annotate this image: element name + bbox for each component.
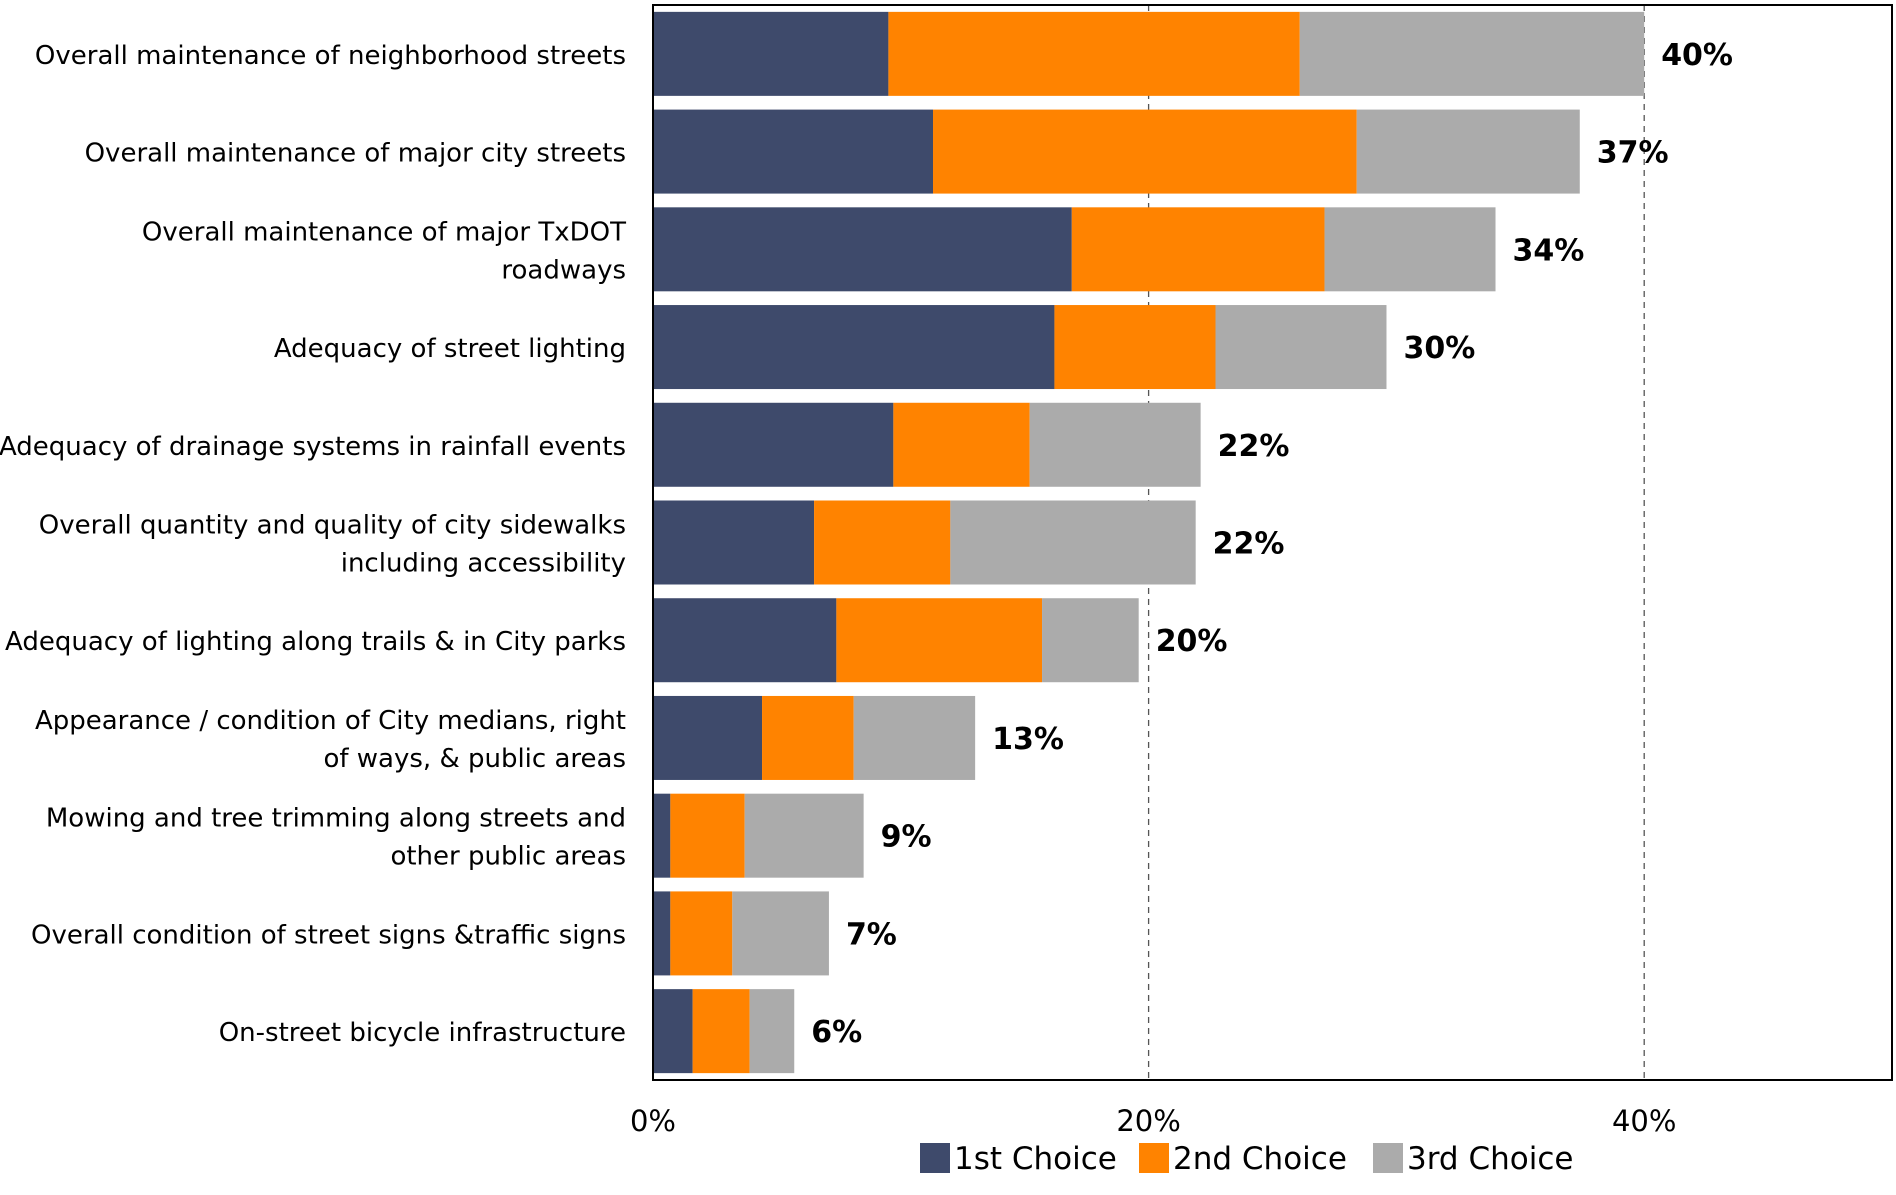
bar-segment-7-1	[762, 695, 854, 780]
value-label-5: 22%	[1213, 527, 1285, 562]
category-label-2-line-0: Overall maintenance of major TxDOT	[142, 217, 626, 247]
bar-segment-0-1	[888, 11, 1300, 96]
value-label-2: 34%	[1513, 233, 1585, 268]
plot-frame	[652, 4, 1893, 1081]
legend-swatch-2	[1373, 1143, 1403, 1173]
bar-segment-9-0	[653, 891, 671, 976]
value-label-3: 30%	[1403, 331, 1475, 366]
value-label-6: 20%	[1156, 624, 1228, 659]
category-label-3: Adequacy of street lighting	[274, 334, 626, 364]
category-label-0: Overall maintenance of neighborhood stre…	[35, 41, 626, 71]
value-label-8: 9%	[881, 820, 932, 855]
bar-segment-2-1	[1071, 207, 1325, 292]
bar-segment-2-0	[653, 207, 1072, 292]
value-label-9: 7%	[846, 917, 897, 952]
bar-segment-4-1	[893, 402, 1030, 487]
bar-segment-5-2	[950, 500, 1196, 585]
bar-segment-2-2	[1324, 207, 1496, 292]
x-tick-label-2: 40%	[1612, 1104, 1676, 1138]
bar-segment-7-2	[853, 695, 976, 780]
bar-segment-6-2	[1042, 598, 1139, 683]
bar-segment-3-1	[1054, 305, 1216, 390]
bar-segment-9-1	[670, 891, 733, 976]
category-label-5-line-0: Overall quantity and quality of city sid…	[39, 511, 626, 541]
legend-label-0: 1st Choice	[954, 1141, 1117, 1177]
bar-segment-1-2	[1356, 109, 1580, 194]
value-label-7: 13%	[992, 722, 1064, 757]
legend-label-2: 3rd Choice	[1407, 1141, 1573, 1177]
bar-segment-4-2	[1029, 402, 1201, 487]
bar-segment-1-0	[653, 109, 934, 194]
category-label-1: Overall maintenance of major city street…	[85, 139, 626, 169]
bar-segment-3-0	[653, 305, 1055, 390]
bar-segment-9-2	[732, 891, 829, 976]
bar-segment-0-0	[653, 11, 889, 96]
category-label-7-line-1: of ways, & public areas	[323, 744, 626, 774]
legend-swatch-0	[920, 1143, 950, 1173]
bar-segment-5-1	[814, 500, 951, 585]
bar-segment-5-0	[653, 500, 815, 585]
value-label-0: 40%	[1661, 38, 1733, 73]
bar-segment-6-1	[836, 598, 1043, 683]
legend-swatch-1	[1139, 1143, 1169, 1173]
category-label-5-line-1: including accessibility	[341, 549, 626, 579]
category-label-8-line-1: other public areas	[390, 842, 626, 872]
category-label-8-line-0: Mowing and tree trimming along streets a…	[46, 804, 626, 834]
bar-segment-10-0	[653, 989, 693, 1074]
bar-segment-8-1	[670, 793, 745, 878]
bar-segment-8-2	[744, 793, 864, 878]
value-label-1: 37%	[1597, 136, 1669, 171]
category-label-7-line-0: Appearance / condition of City medians, …	[35, 706, 626, 736]
bar-segment-4-0	[653, 402, 894, 487]
value-label-10: 6%	[811, 1015, 862, 1050]
bar-segment-10-2	[749, 989, 795, 1074]
bar-segment-6-0	[653, 598, 837, 683]
bar-segment-3-2	[1215, 305, 1387, 390]
x-tick-label-1: 20%	[1116, 1104, 1180, 1138]
bar-segment-1-1	[933, 109, 1357, 194]
category-label-2-line-1: roadways	[501, 255, 626, 285]
bar-segment-10-1	[692, 989, 750, 1074]
x-tick-label-0: 0%	[630, 1104, 676, 1138]
bar-segment-0-2	[1299, 11, 1645, 96]
bar-segment-7-0	[653, 695, 763, 780]
category-label-6: Adequacy of lighting along trails & in C…	[5, 627, 626, 657]
category-label-10: On-street bicycle infrastructure	[219, 1018, 626, 1048]
legend-label-1: 2nd Choice	[1173, 1141, 1347, 1177]
bar-segment-8-0	[653, 793, 671, 878]
category-label-9: Overall condition of street signs &traff…	[31, 920, 626, 950]
category-label-4: Adequacy of drainage systems in rainfall…	[0, 432, 626, 462]
value-label-4: 22%	[1218, 429, 1290, 464]
